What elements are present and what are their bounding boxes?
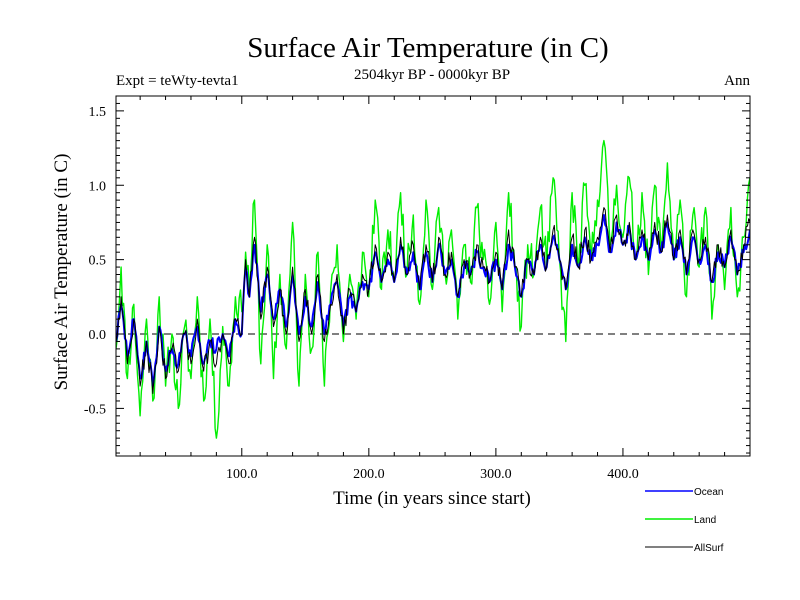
plot-frame (115, 95, 751, 457)
x-tick-label: 400.0 (607, 467, 639, 482)
season-label: Ann (724, 73, 750, 89)
series-line-land (116, 139, 750, 439)
x-tick-label: 300.0 (480, 467, 512, 482)
y-tick-label: 1.5 (89, 105, 107, 120)
legend: Ocean Land AllSurf (645, 487, 724, 554)
y-tick-label: 1.0 (89, 179, 107, 194)
chart-subtitle: 2504kyr BP - 0000kyr BP (354, 67, 510, 83)
plot-area (116, 139, 750, 439)
legend-label-ocean: Ocean (694, 487, 723, 498)
chart-title: Surface Air Temperature (in C) (247, 32, 608, 64)
x-tick-label: 200.0 (353, 467, 385, 482)
x-tick-label: 100.0 (226, 467, 258, 482)
y-tick-label: 0.0 (89, 328, 107, 343)
y-tick-label: -0.5 (84, 402, 106, 417)
series-line-allsurf (116, 207, 750, 394)
experiment-label: Expt = teWty-tevta1 (116, 73, 239, 89)
y-tick-label: 0.5 (89, 254, 107, 269)
y-axis-label: Surface Air Temperature (in C) (51, 154, 72, 391)
legend-label-allsurf: AllSurf (694, 543, 724, 554)
axis-layer: 100.0 200.0 300.0 400.0 -0.5 0.0 0.5 1.0 1.5 (84, 95, 751, 482)
series-line-ocean (116, 214, 750, 388)
legend-label-land: Land (694, 515, 716, 526)
x-axis-label: Time (in years since start) (333, 488, 531, 509)
